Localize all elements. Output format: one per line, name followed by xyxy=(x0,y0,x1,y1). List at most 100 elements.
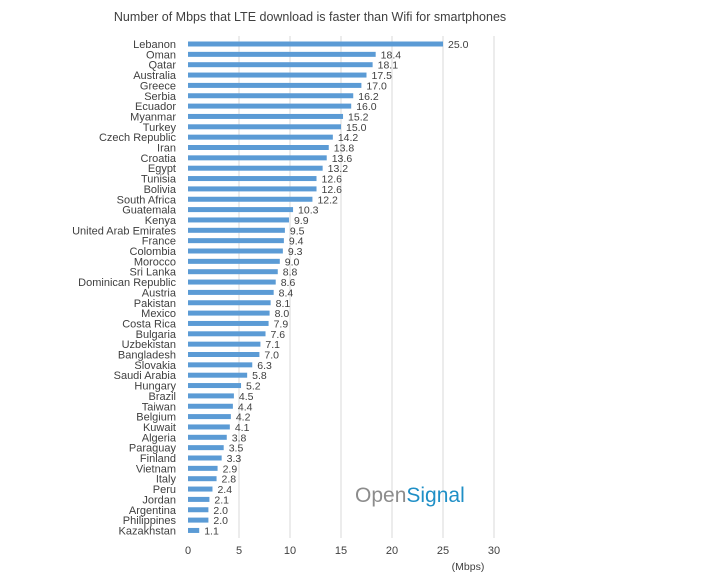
data-label: 9.0 xyxy=(285,256,300,268)
x-tick-label: 15 xyxy=(335,545,347,557)
bar xyxy=(188,507,209,513)
data-label: 10.3 xyxy=(298,205,319,217)
category-label: Morocco xyxy=(134,256,176,268)
bar xyxy=(188,72,367,78)
category-label: Italy xyxy=(156,474,177,486)
data-label: 9.4 xyxy=(289,236,304,248)
data-label: 7.1 xyxy=(265,339,280,351)
x-tick-label: 5 xyxy=(236,545,242,557)
category-label: United Arab Emirates xyxy=(72,225,176,237)
category-label: Sri Lanka xyxy=(130,267,177,279)
data-label: 9.9 xyxy=(294,215,309,227)
category-label: Czech Republic xyxy=(99,132,177,144)
logo-text-signal: Signal xyxy=(406,484,464,507)
data-label: 8.1 xyxy=(276,298,291,310)
bar xyxy=(188,238,284,244)
data-label: 14.2 xyxy=(338,132,359,144)
data-label: 12.6 xyxy=(322,174,343,186)
data-label: 3.3 xyxy=(227,453,242,465)
data-label: 13.8 xyxy=(334,143,355,155)
category-label: Finland xyxy=(140,453,176,465)
category-label: Peru xyxy=(153,484,176,496)
bar xyxy=(188,227,285,233)
category-label: Belgium xyxy=(136,412,176,424)
bar xyxy=(188,320,269,326)
data-label: 13.6 xyxy=(332,153,353,165)
data-label: 5.8 xyxy=(252,370,267,382)
data-label: 8.4 xyxy=(279,287,294,299)
bar xyxy=(188,517,209,523)
category-label: Ecuador xyxy=(135,101,176,113)
category-label: Bolivia xyxy=(144,184,177,196)
bar xyxy=(188,207,294,213)
category-label: Brazil xyxy=(148,391,176,403)
data-label: 15.0 xyxy=(346,122,367,134)
data-label: 8.0 xyxy=(275,308,290,320)
data-label: 8.8 xyxy=(283,267,298,279)
x-axis-unit-label: (Mbps) xyxy=(452,561,485,573)
bar xyxy=(188,217,289,223)
category-label: Uzbekistan xyxy=(122,339,176,351)
bar xyxy=(188,289,274,295)
bar xyxy=(188,82,362,88)
category-label: Hungary xyxy=(134,381,176,393)
data-label: 4.5 xyxy=(239,391,254,403)
data-label: 2.0 xyxy=(213,505,228,517)
bar xyxy=(188,93,354,99)
bar xyxy=(188,258,280,264)
category-label: France xyxy=(142,236,176,248)
bar xyxy=(188,414,231,420)
category-label: Egypt xyxy=(148,163,176,175)
bar xyxy=(188,486,213,492)
category-label: Bulgaria xyxy=(136,329,177,341)
category-label: Argentina xyxy=(129,505,177,517)
data-label: 13.2 xyxy=(328,163,349,175)
bar xyxy=(188,496,210,502)
category-label: Slovakia xyxy=(134,360,176,372)
bar xyxy=(188,186,317,192)
bar xyxy=(188,455,222,461)
category-label: Philippines xyxy=(123,515,177,527)
bar xyxy=(188,476,217,482)
data-label: 3.8 xyxy=(232,432,247,444)
data-label: 7.6 xyxy=(271,329,286,341)
bar xyxy=(188,341,261,347)
data-label: 12.6 xyxy=(322,184,343,196)
bar xyxy=(188,331,266,337)
category-label: Iran xyxy=(157,143,176,155)
value-labels: 25.0 18.418.117.517.016.216.015.215.014.2… xyxy=(204,39,468,537)
chart-title: Number of Mbps that LTE download is fast… xyxy=(114,10,506,24)
bar xyxy=(188,145,329,150)
category-label: Kenya xyxy=(145,215,177,227)
category-labels: LebanonOmanQatarAustraliaGreeceSerbiaEcu… xyxy=(72,39,177,537)
data-label: 25.0 xyxy=(448,39,469,51)
bar xyxy=(188,124,341,130)
data-label: 8.6 xyxy=(281,277,296,289)
bars xyxy=(188,41,443,533)
category-label: Kazakhstan xyxy=(119,525,176,537)
bar xyxy=(188,196,313,202)
category-label: Lebanon xyxy=(133,39,176,51)
bar xyxy=(188,51,376,57)
data-label: 2.0 xyxy=(213,515,228,527)
data-label: 7.0 xyxy=(264,350,279,362)
data-label: 12.2 xyxy=(317,194,338,206)
bar xyxy=(188,165,323,171)
bar xyxy=(188,113,344,119)
bar xyxy=(188,155,327,161)
category-label: Tunisia xyxy=(141,174,177,186)
category-label: Myanmar xyxy=(130,111,176,123)
x-tick-label: 25 xyxy=(437,545,449,557)
category-label: Mexico xyxy=(141,308,176,320)
data-label: 17.5 xyxy=(372,70,393,82)
bar xyxy=(188,300,271,306)
bar xyxy=(188,424,230,430)
bar xyxy=(188,372,248,378)
bar xyxy=(188,269,278,275)
data-label: 3.5 xyxy=(229,443,244,455)
bar xyxy=(188,403,233,409)
bar xyxy=(188,62,373,68)
grid-lines xyxy=(238,36,495,538)
data-label: 2.1 xyxy=(214,494,229,506)
data-label: 5.2 xyxy=(246,381,261,393)
